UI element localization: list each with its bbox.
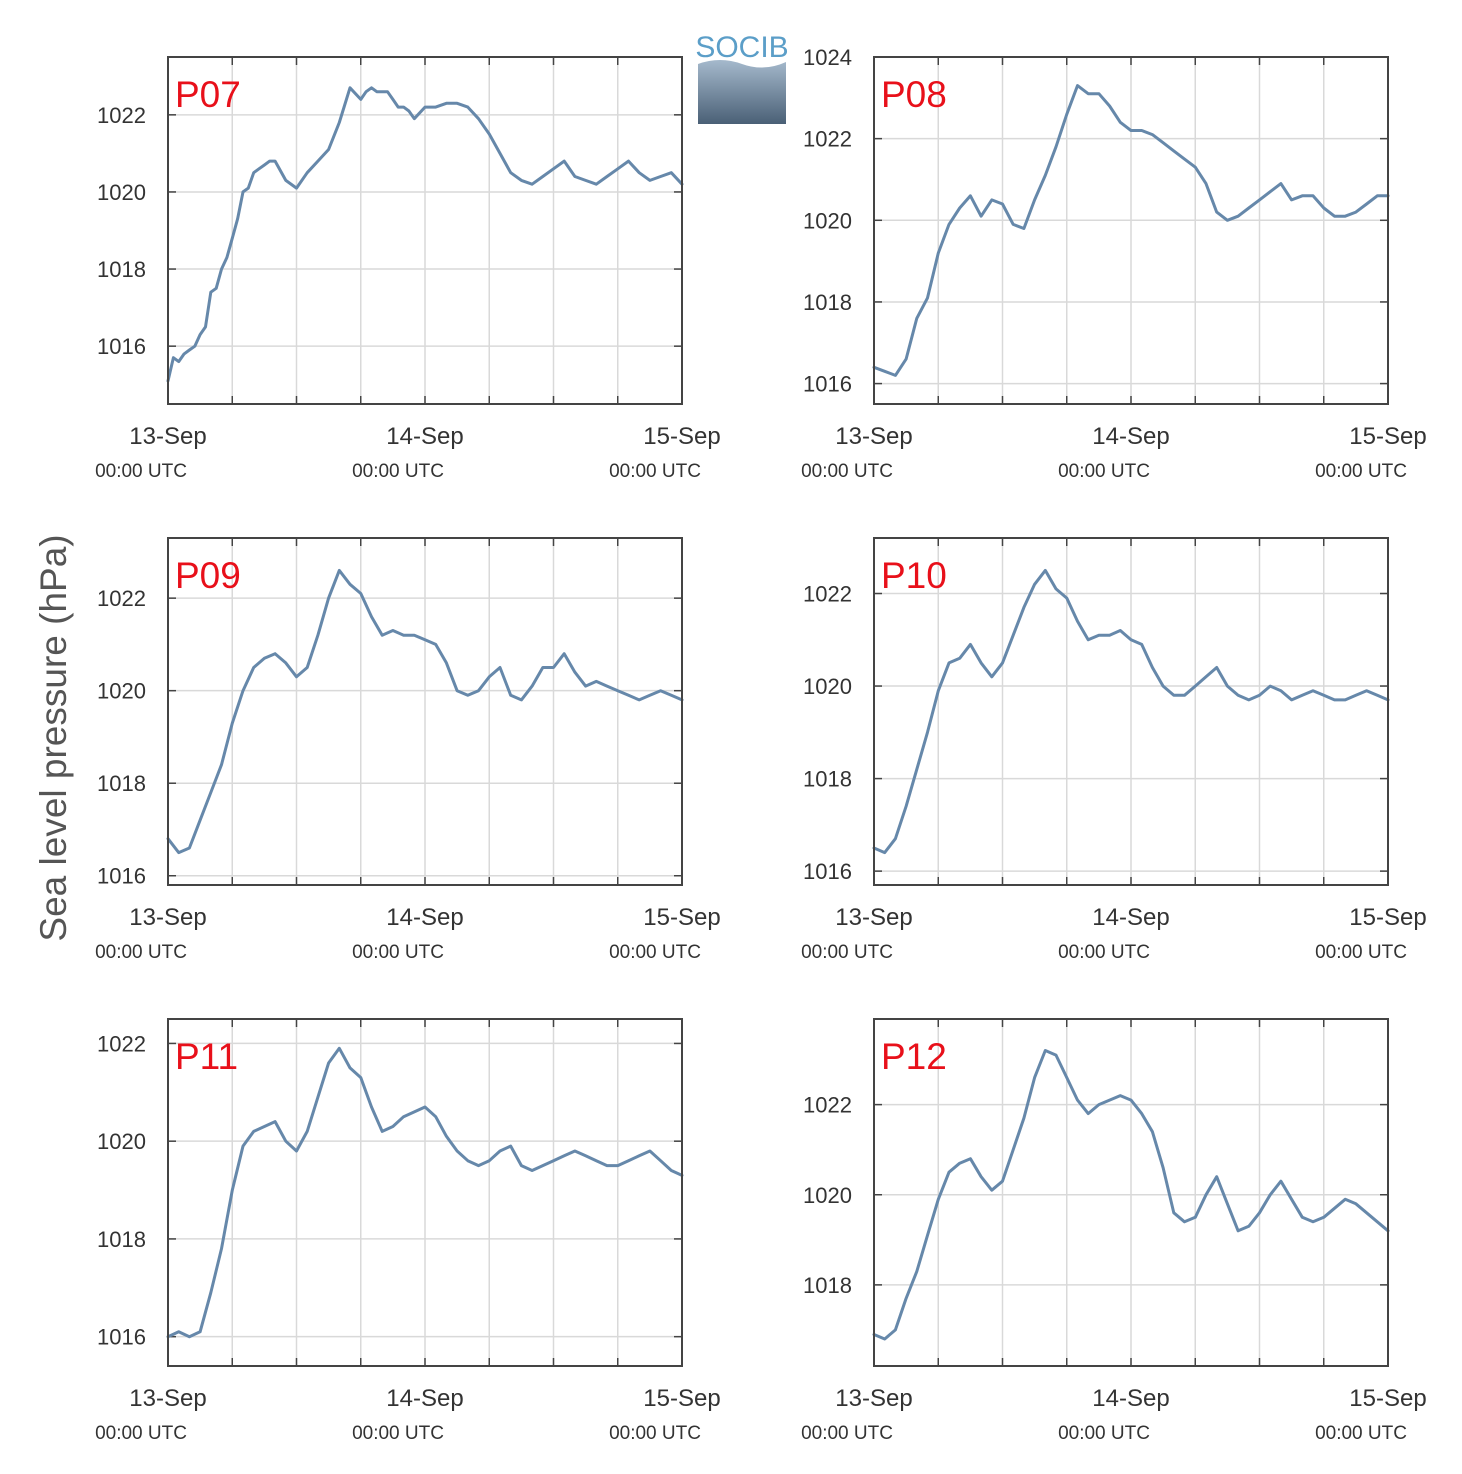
chart-panel-p08: 1016 1018 1020 1022 1024 13-Sep 00:00 UTC 14-Se… (801, 45, 1427, 482)
y-tick-label: 1016 (803, 859, 852, 884)
y-tick-label: 1022 (803, 582, 852, 607)
y-tick-label: 1020 (97, 679, 146, 704)
pressure-series-line (872, 1049, 1390, 1341)
x-tick-label-time: 00:00 UTC (609, 1423, 701, 1444)
x-tick-label-date: 13-Sep (129, 423, 206, 450)
y-tick-label: 1016 (97, 1325, 146, 1350)
x-tick-label-date: 13-Sep (835, 423, 912, 450)
x-tick-label-date: 13-Sep (835, 1385, 912, 1412)
x-tick-label-time: 00:00 UTC (1058, 942, 1150, 963)
x-tick-label-date: 14-Sep (1092, 904, 1169, 931)
x-tick-label-time: 00:00 UTC (352, 1423, 444, 1444)
x-tick-label-time: 00:00 UTC (352, 461, 444, 482)
panel-label: P07 (175, 74, 241, 115)
x-tick-label-time: 00:00 UTC (95, 461, 187, 482)
panel-label: P11 (175, 1036, 238, 1077)
y-tick-label: 1018 (97, 771, 146, 796)
x-tick-label-date: 13-Sep (129, 1385, 206, 1412)
x-tick-label-time: 00:00 UTC (352, 942, 444, 963)
axes-frame (873, 1018, 1389, 1367)
x-tick-label-time: 00:00 UTC (801, 942, 893, 963)
x-tick-label-time: 00:00 UTC (609, 461, 701, 482)
chart-panel-p11: 1016 1018 1020 1022 13-Sep 00:00 UTC 14-Sep 00:… (95, 1018, 721, 1444)
y-tick-label: 1020 (803, 208, 852, 233)
x-tick-label-date: 15-Sep (1349, 1385, 1426, 1412)
x-tick-label-time: 00:00 UTC (609, 942, 701, 963)
y-tick-label: 1024 (803, 45, 852, 70)
y-tick-label: 1018 (97, 1227, 146, 1252)
logo-text: SOCIB (695, 31, 788, 64)
y-tick-label: 1016 (97, 864, 146, 889)
panel-label: P12 (881, 1036, 947, 1077)
x-tick-label-date: 15-Sep (1349, 904, 1426, 931)
y-tick-label: 1020 (803, 674, 852, 699)
panel-label: P09 (175, 555, 241, 596)
y-tick-label: 1018 (803, 767, 852, 792)
x-tick-label-time: 00:00 UTC (1058, 1423, 1150, 1444)
x-tick-label-date: 13-Sep (129, 904, 206, 931)
y-tick-label: 1018 (803, 1273, 852, 1298)
chart-panel-p09: 1016 1018 1020 1022 13-Sep 00:00 UTC 14-Sep 00:… (95, 537, 721, 963)
socib-logo: SOCIB (695, 31, 789, 124)
y-tick-label: 1022 (97, 103, 146, 128)
x-tick-label-date: 15-Sep (643, 1385, 720, 1412)
axes-frame (167, 1018, 683, 1367)
x-tick-label-time: 00:00 UTC (95, 942, 187, 963)
x-tick-label-time: 00:00 UTC (1315, 1423, 1407, 1444)
y-tick-label: 1016 (97, 334, 146, 359)
pressure-series-line (166, 568, 684, 855)
logo-wave-block (698, 58, 786, 124)
x-tick-label-date: 14-Sep (386, 904, 463, 931)
pressure-series-line (872, 84, 1390, 377)
chart-panel-p12: 1018 1020 1022 13-Sep 00:00 UTC 14-Sep 00:00 U… (801, 1018, 1427, 1444)
y-axis-label: Sea level pressure (hPa) (33, 534, 74, 941)
panel-label: P10 (881, 555, 947, 596)
x-tick-label-time: 00:00 UTC (801, 461, 893, 482)
y-tick-label: 1022 (803, 127, 852, 152)
x-tick-label-time: 00:00 UTC (95, 1423, 187, 1444)
panel-label: P08 (881, 74, 947, 115)
logo-wave (698, 58, 786, 68)
x-tick-label-date: 14-Sep (1092, 1385, 1169, 1412)
x-tick-label-date: 13-Sep (835, 904, 912, 931)
x-tick-label-date: 15-Sep (643, 904, 720, 931)
y-tick-label: 1022 (97, 1031, 146, 1056)
x-tick-label-date: 14-Sep (1092, 423, 1169, 450)
axes-frame (873, 537, 1389, 886)
chart-panel-p10: 1016 1018 1020 1022 13-Sep 00:00 UTC 14-Sep 00:… (801, 537, 1427, 963)
pressure-series-line (166, 86, 684, 383)
y-tick-label: 1016 (803, 372, 852, 397)
y-tick-label: 1018 (97, 257, 146, 282)
y-tick-label: 1020 (97, 1129, 146, 1154)
axes-frame (873, 56, 1389, 405)
panels: 1016 1018 1020 1022 13-Sep 00:00 UTC 14-Sep 00:… (95, 45, 1427, 1444)
x-tick-label-time: 00:00 UTC (1058, 461, 1150, 482)
pressure-series-line (872, 568, 1390, 855)
x-tick-label-time: 00:00 UTC (1315, 942, 1407, 963)
y-tick-label: 1020 (803, 1183, 852, 1208)
x-tick-label-date: 14-Sep (386, 423, 463, 450)
chart-panel-p07: 1016 1018 1020 1022 13-Sep 00:00 UTC 14-Sep 00:… (95, 56, 721, 482)
y-tick-label: 1022 (97, 586, 146, 611)
x-tick-label-date: 15-Sep (643, 423, 720, 450)
axes-frame (167, 56, 683, 405)
x-tick-label-date: 14-Sep (386, 1385, 463, 1412)
y-tick-label: 1018 (803, 290, 852, 315)
axes-frame (167, 537, 683, 886)
pressure-series-line (166, 1046, 684, 1339)
x-tick-label-date: 15-Sep (1349, 423, 1426, 450)
y-tick-label: 1020 (97, 180, 146, 205)
x-tick-label-time: 00:00 UTC (801, 1423, 893, 1444)
y-tick-label: 1022 (803, 1093, 852, 1118)
x-tick-label-time: 00:00 UTC (1315, 461, 1407, 482)
